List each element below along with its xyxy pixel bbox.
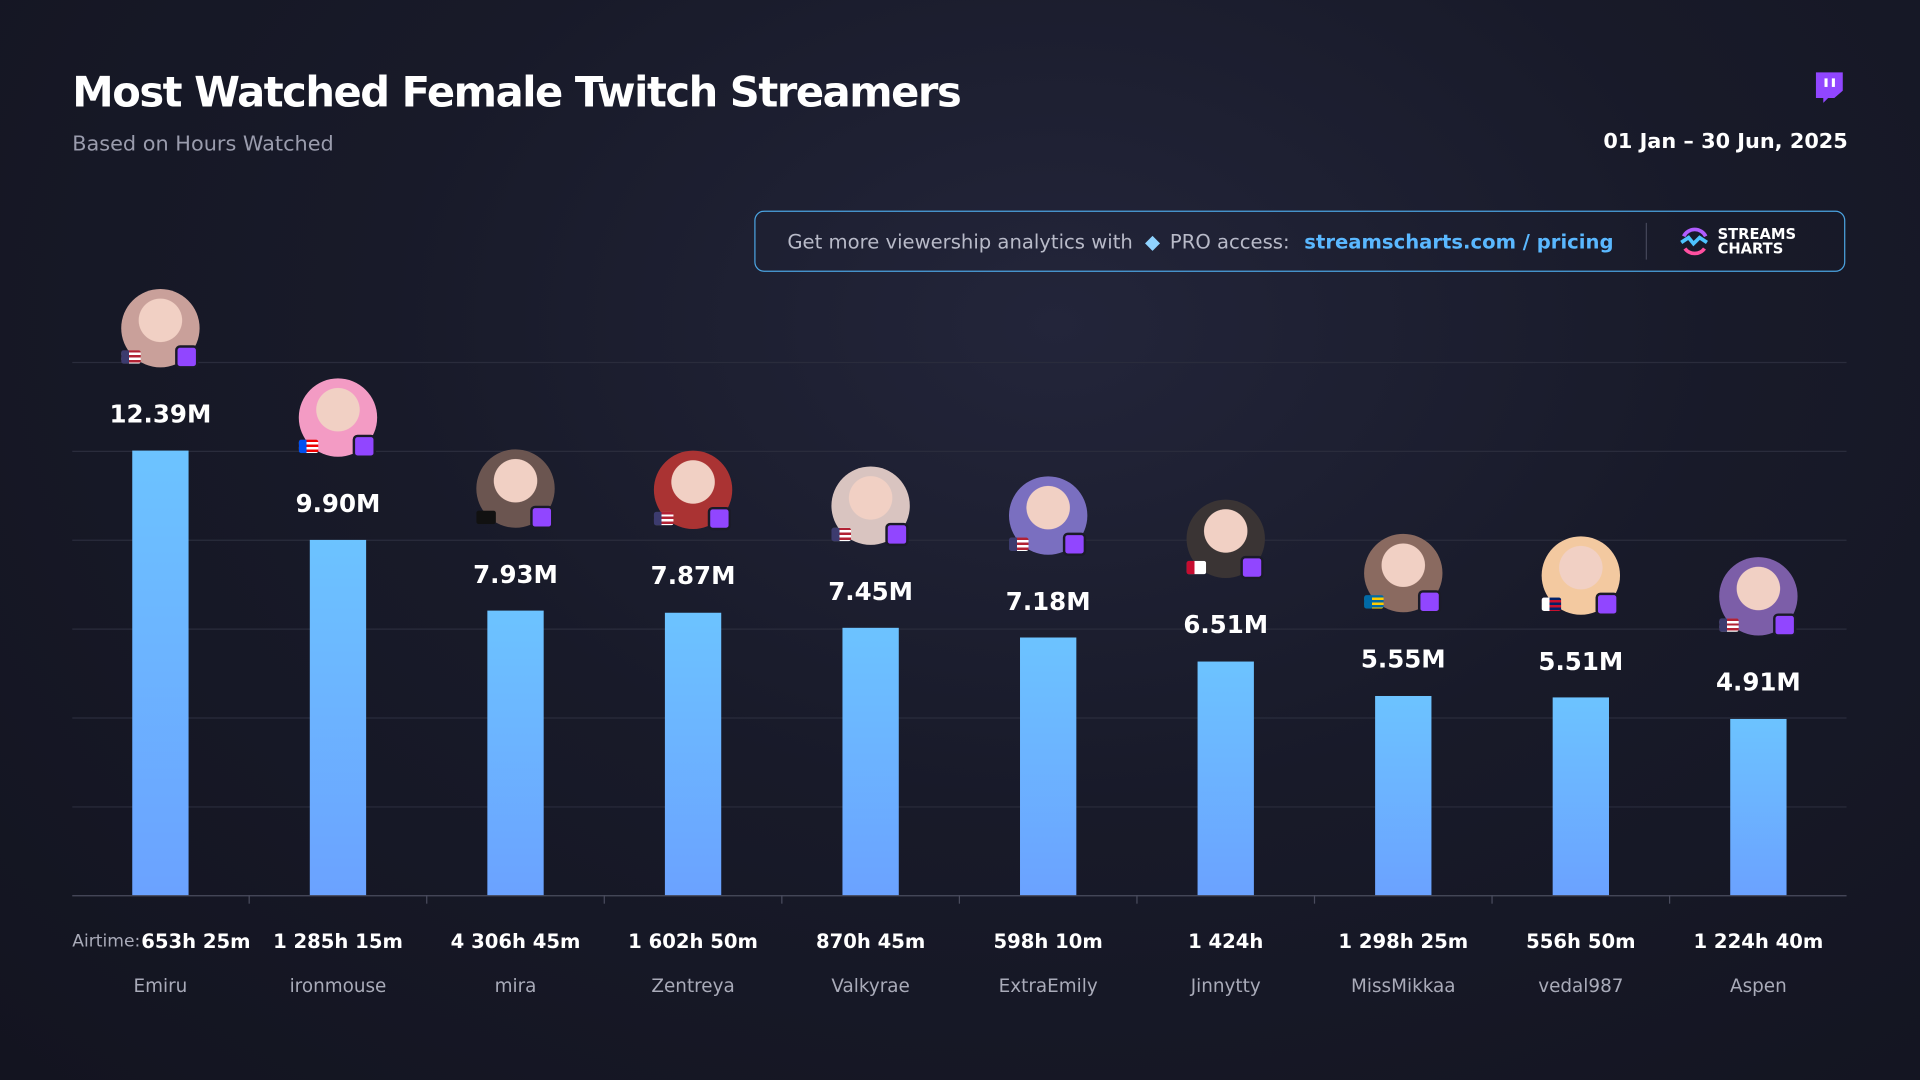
value-label: 7.93M (473, 559, 558, 589)
airtime-value: 1 285h 15m (273, 929, 403, 953)
flag-icon (831, 527, 852, 541)
airtime-value: 598h 10m (993, 929, 1103, 953)
airtime-value: 1 424h (1188, 929, 1264, 953)
airtime-value: 1 224h 40m (1693, 929, 1824, 953)
brand-line1: STREAMS (1717, 225, 1797, 243)
bar-Emiru[interactable] (132, 450, 189, 896)
streamer-name: MissMikkaa (1351, 974, 1456, 997)
flag-icon (1541, 597, 1562, 611)
value-label: 9.90M (295, 488, 381, 518)
value-label: 7.87M (650, 561, 736, 591)
twitch-badge-icon (707, 507, 732, 531)
bar-Jinnytty[interactable] (1197, 661, 1254, 896)
bar-mira[interactable] (487, 610, 544, 896)
twitch-badge-icon (1062, 532, 1087, 556)
streamer-name: Emiru (133, 974, 188, 997)
streamscharts-logo: STREAMS CHARTS (1678, 225, 1796, 257)
streamer-name: Aspen (1730, 974, 1787, 997)
airtime-value: 1 602h 50m (628, 929, 758, 953)
flag-icon (1719, 618, 1739, 632)
flag-icon (298, 439, 319, 453)
value-label: 7.45M (828, 576, 914, 606)
streamscharts-logo-icon (1679, 227, 1708, 256)
page-subtitle: Based on Hours Watched (72, 132, 334, 157)
flag-icon (1364, 595, 1384, 610)
page-title: Most Watched Female Twitch Streamers (72, 68, 962, 118)
twitch-badge-icon (1417, 590, 1442, 614)
value-label: 7.18M (1005, 586, 1091, 616)
bar-MissMikkaa[interactable] (1375, 695, 1432, 896)
flag-icon (476, 510, 496, 524)
twitch-badge-icon (1773, 613, 1797, 637)
promo-banner[interactable]: Get more viewership analytics with ◆ PRO… (754, 210, 1846, 272)
flag-icon (1186, 561, 1207, 575)
promo-text: Get more viewership analytics with (787, 229, 1133, 253)
value-label: 6.51M (1183, 610, 1269, 640)
bar-ExtraEmily[interactable] (1020, 637, 1077, 896)
flag-icon (1008, 537, 1029, 551)
flag-icon (121, 350, 141, 364)
airtime-value: 4 306h 45m (450, 929, 581, 953)
value-label: 4.91M (1715, 667, 1801, 697)
bar-ironmouse[interactable] (309, 539, 367, 896)
value-label: 12.39M (109, 399, 212, 429)
streamer-name: Valkyrae (831, 974, 910, 997)
twitch-badge-icon (175, 345, 199, 369)
twitch-badge-icon (352, 434, 376, 458)
value-label: 5.55M (1360, 644, 1446, 674)
twitch-badge-icon (885, 522, 909, 546)
divider (1645, 222, 1647, 260)
brand-line2: CHARTS (1717, 240, 1784, 258)
twitch-badge-icon (1595, 592, 1619, 616)
airtime-value: 653h 25m (141, 929, 251, 953)
streamer-name: mira (494, 974, 537, 997)
airtime-value: 870h 45m (815, 929, 926, 953)
flag-icon (653, 512, 674, 526)
streamer-name: ironmouse (289, 974, 387, 997)
value-label: 5.51M (1538, 645, 1624, 676)
bar-Valkyrae[interactable] (842, 627, 899, 896)
twitch-icon (1815, 72, 1843, 103)
airtime-value: 556h 50m (1526, 929, 1636, 953)
pricing-link[interactable]: streamscharts.com / pricing (1304, 229, 1614, 253)
streamer-name: Jinnytty (1190, 974, 1261, 997)
bar-vedal987[interactable] (1552, 697, 1609, 896)
bar-Zentreya[interactable] (664, 612, 722, 896)
streamer-name: Zentreya (651, 974, 735, 997)
streamer-name: vedal987 (1538, 974, 1624, 997)
diamond-icon: ◆ (1145, 229, 1161, 253)
promo-pro: PRO access: (1169, 229, 1290, 253)
airtime-value: 1 298h 25m (1338, 929, 1469, 953)
bar-Aspen[interactable] (1730, 718, 1787, 896)
streamer-name: ExtraEmily (998, 974, 1098, 997)
airtime-label: Airtime: (72, 931, 141, 952)
twitch-badge-icon (530, 505, 554, 529)
date-range: 01 Jan – 30 Jun, 2025 (1603, 129, 1848, 155)
twitch-badge-icon (1240, 556, 1264, 580)
